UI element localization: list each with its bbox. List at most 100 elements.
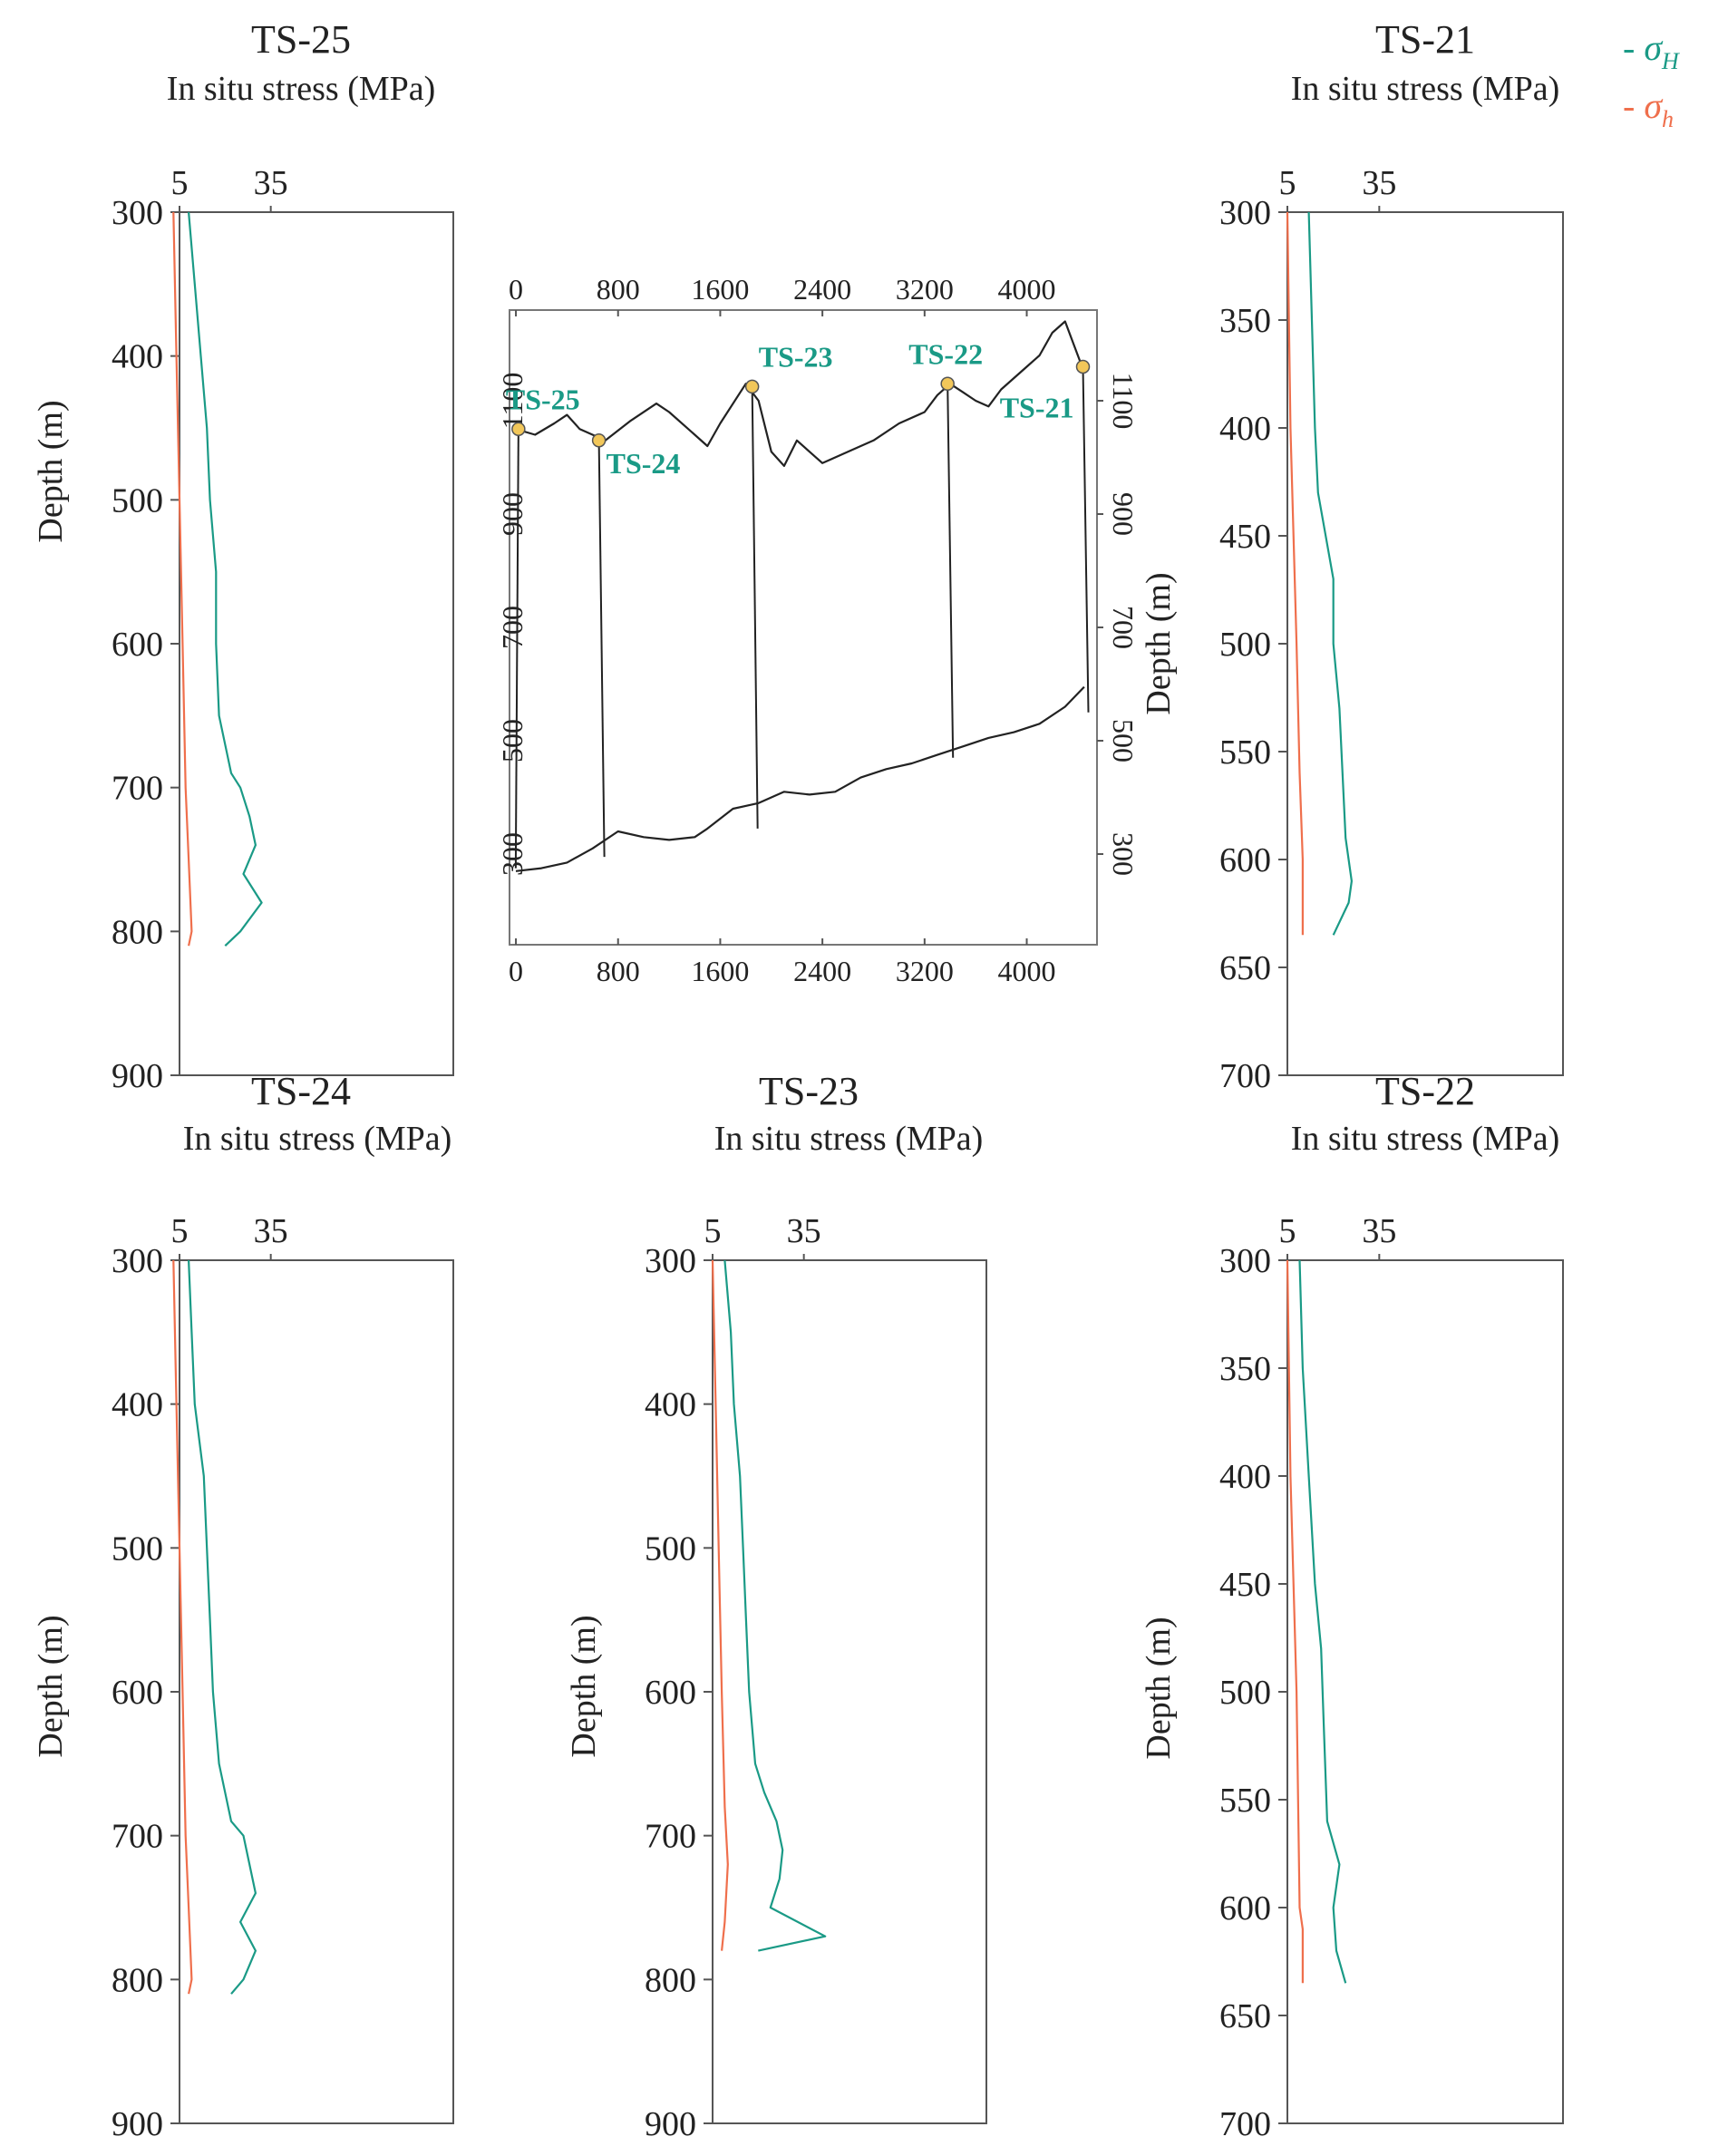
y-tick-label: 400	[1219, 1458, 1271, 1496]
left-y-tick-label: 300	[496, 832, 529, 876]
right-y-tick-label: 500	[1107, 719, 1140, 762]
top-x-tick-label: 800	[597, 273, 640, 306]
x-tick-label: 5	[1279, 1212, 1296, 1250]
y-tick-label: 500	[1219, 626, 1271, 664]
y-ticks: 300 350 400 450 500 550 600 650 700	[1219, 194, 1287, 1095]
series-group	[172, 1259, 257, 1995]
well-label: TS-23	[759, 340, 833, 373]
x-axis-label: In situ stress (MPa)	[183, 1120, 452, 1158]
plot-frame	[712, 1259, 987, 2124]
base-profile-line	[515, 685, 1085, 872]
y-tick-label: 900	[112, 1057, 163, 1095]
sigma-h-line	[1286, 1259, 1305, 1984]
x-tick-label: 5	[171, 164, 189, 202]
x-tick-label: 5	[1279, 164, 1296, 202]
x-tick-label: 5	[704, 1212, 722, 1250]
y-tick-label: 500	[112, 481, 163, 520]
y-tick-label: 300	[645, 1242, 696, 1280]
right-y-tick-label: 1100	[1107, 373, 1140, 430]
y-tick-label: 600	[112, 1674, 163, 1712]
y-tick-label: 550	[1219, 733, 1271, 772]
series-group	[1286, 211, 1354, 936]
bottom-x-tick-label: 2400	[793, 955, 851, 987]
y-tick-label: 450	[1219, 518, 1271, 556]
y-tick-label: 650	[1219, 949, 1271, 987]
y-ticks: 300 400 500 600 700 800 900	[112, 194, 180, 1095]
plot-frame	[179, 211, 454, 1076]
right-y-tick-label: 700	[1107, 606, 1140, 649]
x-tick-label: 35	[254, 164, 288, 202]
y-tick-label: 600	[1219, 1889, 1271, 1928]
series-group	[1286, 1259, 1347, 1984]
x-ticks: 5 35	[1279, 1212, 1396, 1260]
top-x-tick-label: 1600	[691, 273, 749, 306]
y-tick-label: 600	[1219, 841, 1271, 879]
x-axis-label: In situ stress (MPa)	[1291, 1120, 1560, 1158]
x-axis-label: In situ stress (MPa)	[1291, 70, 1560, 108]
top-x-tick-label: 2400	[793, 273, 851, 306]
sigma-h-line	[172, 1259, 193, 1995]
y-tick-label: 300	[112, 194, 163, 232]
profiles	[515, 320, 1085, 872]
x-tick-label: 5	[171, 1212, 189, 1250]
well-label: TS-25	[506, 383, 580, 415]
well-label: TS-21	[1000, 392, 1074, 424]
x-tick-label: 35	[787, 1212, 821, 1250]
x-axis-label: In situ stress (MPa)	[167, 70, 436, 108]
plot-frame	[1286, 211, 1564, 1076]
y-tick-label: 500	[1219, 1674, 1271, 1712]
legend: - σH - σh	[1623, 27, 1680, 132]
y-tick-label: 900	[112, 2105, 163, 2143]
panel-title: TS-25	[251, 17, 351, 62]
y-tick-label: 400	[1219, 410, 1271, 448]
top-x-tick-label: 0	[509, 273, 523, 306]
y-tick-label: 450	[1219, 1566, 1271, 1604]
y-tick-label: 600	[112, 626, 163, 664]
left-y-tick-label: 500	[496, 719, 529, 762]
left-y-tick-label: 900	[496, 492, 529, 536]
y-axis-label: Depth (m)	[32, 1615, 70, 1757]
y-tick-label: 300	[1219, 194, 1271, 232]
y-tick-label: 700	[645, 1818, 696, 1856]
series-group	[711, 1259, 827, 1952]
sigma-H-line	[188, 1259, 257, 1995]
bottom-x-tick-label: 4000	[998, 955, 1056, 987]
x-tick-label: 35	[1362, 164, 1396, 202]
well-line	[597, 440, 606, 858]
well-marker	[591, 433, 607, 448]
x-tick-label: 35	[254, 1212, 288, 1250]
panel-title: TS-24	[251, 1069, 351, 1113]
well-marker	[940, 376, 955, 391]
wells: TS-25 TS-24 TS-23 TS-22 TS-21	[506, 337, 1091, 869]
bottom-x-tick-label: 3200	[896, 955, 954, 987]
y-tick-label: 900	[645, 2105, 696, 2143]
well-line	[1082, 366, 1090, 713]
y-axis-label: Depth (m)	[1140, 1617, 1178, 1759]
y-tick-label: 400	[645, 1386, 696, 1424]
bottom-x-tick-label: 1600	[691, 955, 749, 987]
right-y-tick-label: 300	[1107, 832, 1140, 876]
right-y-ticks: 300 500 700 900 1100	[1097, 373, 1140, 876]
bottom-x-ticks: 0 800 1600 2400 3200 4000	[509, 938, 1056, 987]
plot-frame	[1286, 1259, 1564, 2124]
y-tick-label: 300	[1219, 1242, 1271, 1280]
y-tick-label: 500	[645, 1530, 696, 1568]
panel-title: TS-23	[759, 1069, 859, 1113]
y-tick-label: 700	[1219, 1057, 1271, 1095]
sigma-H-line	[188, 211, 263, 947]
panel-ts22: TS-22 In situ stress (MPa) Depth (m) 5 35…	[1140, 1069, 1564, 2143]
well-marker	[511, 422, 526, 436]
bottom-x-tick-label: 0	[509, 955, 523, 987]
sigma-h-line	[1286, 211, 1305, 936]
right-y-tick-label: 900	[1107, 492, 1140, 536]
well-line	[751, 386, 759, 829]
panel-ts25: TS-25 In situ stress (MPa) Depth (m) 5 35…	[32, 17, 454, 1095]
y-ticks: 300 350 400 450 500 550 600 650 700	[1219, 1242, 1287, 2143]
panel-ts24: TS-24 In situ stress (MPa) Depth (m) 5 35…	[32, 1069, 454, 2143]
y-tick-label: 700	[112, 770, 163, 808]
y-tick-label: 400	[112, 1386, 163, 1424]
well-label: TS-22	[908, 337, 983, 370]
y-axis-label: Depth (m)	[32, 400, 70, 542]
x-ticks: 5 35	[704, 1212, 821, 1260]
panel-title: TS-22	[1375, 1069, 1475, 1113]
